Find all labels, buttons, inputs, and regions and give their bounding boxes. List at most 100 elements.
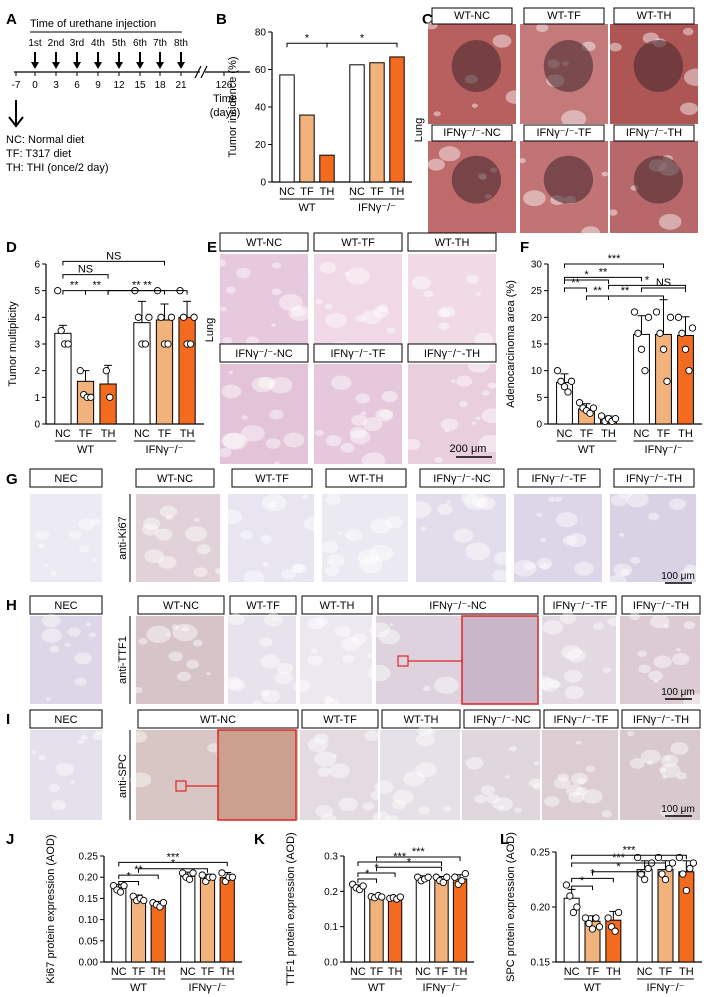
alveolar-space bbox=[638, 664, 651, 674]
injection-arrowhead bbox=[73, 62, 81, 69]
micrograph-background bbox=[228, 616, 296, 704]
bar-chart-L: 0.15 0.20 0.25 SPC protein expression (AOD)… bbox=[505, 832, 702, 994]
data-point bbox=[228, 873, 237, 881]
alveolar-space bbox=[263, 613, 283, 627]
alveolar-space bbox=[437, 308, 450, 318]
alveolar-space bbox=[487, 382, 497, 389]
alveolar-space bbox=[130, 772, 152, 788]
significance-mark: * bbox=[171, 858, 176, 870]
data-point bbox=[661, 875, 670, 884]
alveolar-space bbox=[320, 814, 337, 826]
alveolar-space bbox=[271, 288, 282, 296]
alveolar-space bbox=[303, 516, 325, 531]
alveolar-space bbox=[613, 563, 633, 577]
data-point bbox=[640, 875, 649, 884]
y-axis-label: SPC protein expression (AOD) bbox=[505, 832, 517, 982]
alveolar-space bbox=[236, 268, 251, 279]
x-tick-label: TH bbox=[388, 966, 403, 978]
significance-bracket bbox=[564, 263, 664, 268]
alveolar-space bbox=[338, 531, 343, 536]
alveolar-space bbox=[219, 306, 227, 312]
data-point bbox=[686, 864, 694, 873]
alveolar-space bbox=[345, 267, 371, 285]
alveolar-space bbox=[38, 543, 44, 548]
data-point bbox=[665, 864, 673, 873]
group-label: IFNγ⁻/⁻ bbox=[645, 444, 683, 456]
alveolar-space bbox=[477, 497, 496, 511]
data-point bbox=[674, 313, 683, 321]
alveolar-space bbox=[440, 418, 459, 431]
alveolar-space bbox=[608, 209, 618, 216]
alveolar-space bbox=[619, 532, 625, 537]
data-point bbox=[185, 875, 194, 883]
alveolar-space bbox=[561, 645, 582, 660]
alveolar-space bbox=[172, 623, 198, 642]
data-point bbox=[644, 313, 653, 321]
micrograph-background bbox=[300, 616, 372, 704]
alveolar-space bbox=[649, 614, 670, 629]
alveolar-space bbox=[271, 323, 276, 327]
alveolar-space bbox=[536, 23, 549, 33]
bar bbox=[279, 74, 295, 183]
injection-arrowhead bbox=[31, 62, 39, 69]
alveolar-space bbox=[325, 435, 342, 447]
alveolar-space bbox=[423, 290, 434, 298]
image-label: WT-TH bbox=[320, 600, 355, 612]
data-point bbox=[87, 393, 95, 401]
bar bbox=[130, 897, 147, 963]
alveolar-space bbox=[95, 730, 103, 736]
data-point bbox=[120, 882, 128, 890]
significance-bracket bbox=[571, 877, 614, 883]
alveolar-space bbox=[660, 763, 681, 778]
group-label: WT bbox=[578, 444, 595, 456]
scale-bar-label: 100 μm bbox=[661, 687, 695, 698]
significance-bracket bbox=[357, 872, 396, 877]
alveolar-space bbox=[683, 693, 706, 709]
alveolar-space bbox=[378, 629, 401, 645]
micrograph-background bbox=[542, 616, 616, 704]
alveolar-space bbox=[407, 501, 432, 518]
diet-legend-item: TF: T317 diet bbox=[6, 148, 71, 160]
alveolar-space bbox=[514, 807, 522, 814]
nec-micrograph bbox=[30, 730, 104, 820]
y-tick-label: 0.25 bbox=[531, 848, 551, 859]
alveolar-space bbox=[437, 503, 453, 515]
data-point bbox=[637, 345, 646, 353]
alveolar-space bbox=[659, 807, 675, 818]
data-point bbox=[198, 871, 206, 879]
diet-legend-item: NC: Normal diet bbox=[6, 134, 84, 146]
alveolar-space bbox=[283, 432, 305, 448]
alveolar-space bbox=[367, 664, 391, 682]
ihc-micrograph bbox=[607, 489, 699, 589]
significance-bracket bbox=[571, 854, 687, 860]
alveolar-space bbox=[554, 777, 571, 789]
injection-arrowhead bbox=[115, 62, 123, 69]
group-label: WT bbox=[368, 982, 385, 994]
alveolar-space bbox=[658, 767, 667, 773]
alveolar-space bbox=[331, 753, 338, 758]
significance-mark: * bbox=[305, 32, 310, 44]
timeline-title: Time of urethane injection bbox=[30, 18, 156, 30]
alveolar-space bbox=[418, 806, 430, 815]
alveolar-space bbox=[411, 276, 431, 290]
panel-label-J: J bbox=[6, 831, 14, 848]
alveolar-space bbox=[602, 667, 612, 673]
x-tick-label: NC bbox=[55, 428, 71, 440]
data-point bbox=[566, 892, 574, 900]
micrograph-background bbox=[620, 730, 700, 820]
label-box bbox=[219, 343, 309, 363]
axis-break bbox=[200, 65, 208, 79]
x-tick-label: TF bbox=[580, 428, 594, 440]
alveolar-space bbox=[662, 623, 670, 629]
ihc-micrograph bbox=[372, 725, 460, 825]
label-box bbox=[523, 7, 605, 25]
alveolar-space bbox=[480, 785, 495, 796]
x-tick-label: NC bbox=[557, 428, 573, 440]
alveolar-space bbox=[630, 556, 641, 564]
antibody-label: anti-SPC bbox=[117, 754, 129, 798]
y-tick-label: 5 bbox=[536, 393, 542, 404]
alveolar-space bbox=[143, 517, 161, 530]
micrograph-background bbox=[136, 494, 220, 582]
alveolar-space bbox=[243, 570, 265, 585]
alveolar-space bbox=[523, 190, 546, 207]
